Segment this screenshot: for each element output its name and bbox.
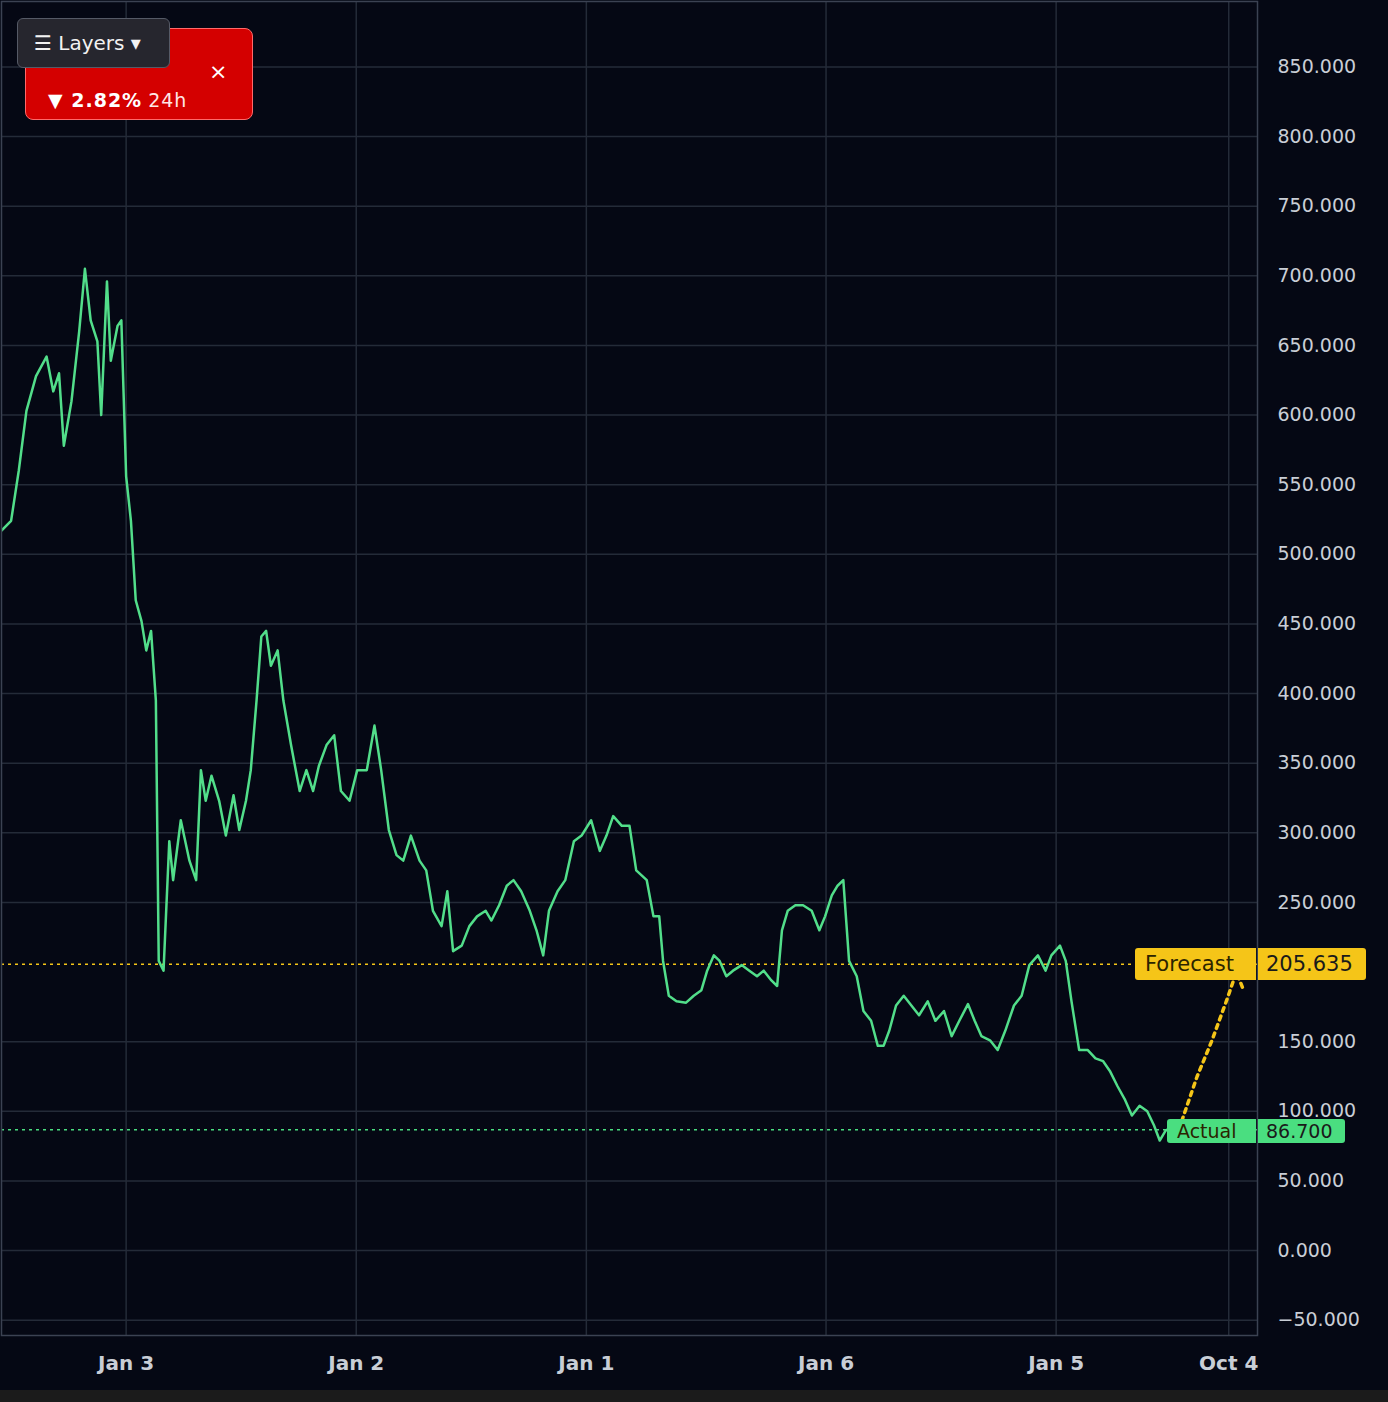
svg-text:600.000: 600.000 (1278, 403, 1357, 425)
svg-text:50.000: 50.000 (1278, 1169, 1344, 1191)
html-text:▼ 2.82% 24h: ▼ 2.82% 24h (48, 89, 188, 111)
svg-text:−50.000: −50.000 (1278, 1308, 1360, 1330)
svg-text:Jan 6: Jan 6 (796, 1351, 854, 1375)
html-text:86.700: 86.700 (1266, 1120, 1333, 1143)
svg-text:Jan 5: Jan 5 (1026, 1351, 1084, 1375)
svg-text:700.000: 700.000 (1278, 264, 1357, 286)
svg-text:250.000: 250.000 (1278, 891, 1357, 913)
html-text:☰ Layers ▾: ☰ Layers ▾ (34, 31, 141, 55)
svg-text:100.000: 100.000 (1278, 1099, 1357, 1121)
svg-text:450.000: 450.000 (1278, 612, 1357, 634)
svg-text:650.000: 650.000 (1278, 334, 1357, 356)
svg-text:Jan 3: Jan 3 (96, 1351, 154, 1375)
html-text:205.635: 205.635 (1266, 951, 1353, 976)
svg-text:500.000: 500.000 (1278, 542, 1357, 564)
svg-text:850.000: 850.000 (1278, 55, 1357, 77)
html-text:Actual: Actual (1177, 1120, 1237, 1143)
svg-text:400.000: 400.000 (1278, 682, 1357, 704)
svg-text:Jan 2: Jan 2 (326, 1351, 384, 1375)
svg-text:150.000: 150.000 (1278, 1030, 1357, 1052)
svg-text:0.000: 0.000 (1278, 1239, 1332, 1261)
svg-text:800.000: 800.000 (1278, 125, 1357, 147)
svg-text:300.000: 300.000 (1278, 821, 1357, 843)
svg-text:550.000: 550.000 (1278, 473, 1357, 495)
svg-text:350.000: 350.000 (1278, 751, 1357, 773)
svg-text:Oct 4: Oct 4 (1199, 1351, 1258, 1375)
svg-text:Jan 1: Jan 1 (556, 1351, 614, 1375)
svg-text:750.000: 750.000 (1278, 194, 1357, 216)
html-text:Forecast: Forecast (1145, 951, 1234, 976)
